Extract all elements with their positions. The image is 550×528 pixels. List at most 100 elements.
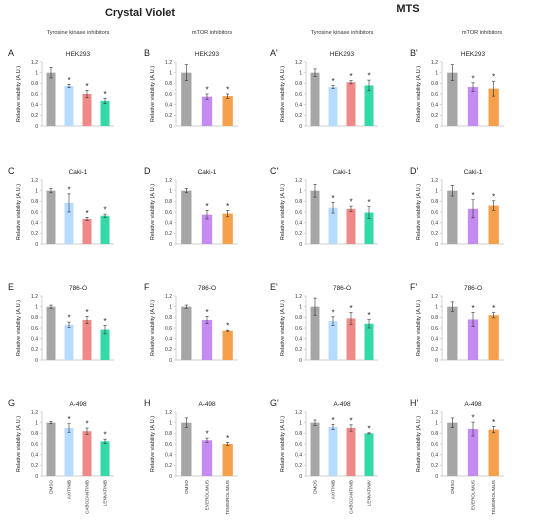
y-tick-label: 0.8 [31, 199, 38, 205]
y-tick-label: 1.2 [431, 410, 438, 416]
y-tick-label: 0.8 [431, 199, 438, 205]
significance-star: * [205, 86, 208, 95]
y-axis-label: Relative viability (A.U.) [280, 184, 286, 240]
y-tick-label: 0.6 [31, 210, 38, 216]
significance-star: * [492, 304, 495, 313]
y-tick-label: 0.6 [295, 442, 302, 448]
bar [46, 422, 56, 476]
bar [46, 190, 56, 244]
y-axis-label: Relative viability (A.U.) [416, 66, 422, 122]
panel-label: B' [410, 48, 418, 58]
y-tick-label: 0 [435, 474, 438, 480]
panel-title: A-498 [69, 401, 87, 408]
bar [488, 429, 499, 476]
y-tick-label: 1 [299, 188, 302, 194]
y-tick-label: 0.4 [431, 220, 438, 226]
mts-header: MTS [396, 3, 419, 15]
y-tick-label: 0.6 [165, 210, 172, 216]
bar [46, 72, 56, 126]
bar [328, 321, 338, 360]
y-tick-label: 0.2 [431, 113, 438, 119]
y-tick-label: 1 [435, 304, 438, 310]
panel-C: C Caki-1 Relative viability (A.U.) 0 0.2 0.4 0… [8, 166, 114, 248]
bar [346, 428, 356, 476]
bar [346, 318, 356, 360]
y-tick-label: 0.4 [295, 336, 302, 342]
panel-label: A' [270, 48, 278, 58]
significance-star: * [471, 74, 474, 83]
category-label: CABOZANTINIB [349, 480, 354, 514]
panel-title: HEK293 [195, 51, 220, 58]
significance-star: * [103, 206, 106, 215]
panel-title: HEK293 [330, 51, 355, 58]
panel-title: HEK293 [66, 51, 91, 58]
panel-title: A-498 [464, 401, 482, 408]
bar [447, 422, 458, 476]
category-label: LENVATINIB [103, 480, 108, 506]
y-tick-label: 1 [299, 304, 302, 310]
bar [310, 190, 320, 244]
y-tick-label: 1.2 [431, 60, 438, 66]
tki-header-left: Tyrosine kinase inhibitors [47, 30, 110, 36]
y-tick-label: 0 [169, 474, 172, 480]
panel-H-prime: H' A-498 Relative viability (A.U.) 0 0.2 0.4 0… [410, 398, 504, 515]
y-tick-label: 0.6 [165, 326, 172, 332]
y-tick-label: 0.4 [295, 102, 302, 108]
significance-star: * [226, 202, 229, 211]
panel-G-prime: G' A-498 Relative viability (A.U.) 0 0.2 0.4 0… [270, 398, 378, 514]
category-label: DMSO [184, 480, 189, 494]
category-label: EVEROLIMUS [471, 480, 476, 510]
y-tick-label: 0.6 [295, 92, 302, 98]
category-label: CABOZANTINIB [85, 480, 90, 514]
bar [346, 82, 356, 126]
y-tick-label: 0.2 [31, 347, 38, 353]
y-tick-label: 0.6 [31, 442, 38, 448]
panel-title: A-498 [333, 401, 351, 408]
bar [364, 323, 374, 360]
y-tick-label: 0.2 [31, 463, 38, 469]
bar [64, 428, 74, 476]
y-tick-label: 0.8 [165, 81, 172, 87]
y-tick-label: 0 [299, 242, 302, 248]
significance-star: * [471, 191, 474, 200]
y-axis-label: Relative viability (A.U.) [150, 66, 156, 122]
y-tick-label: 0.4 [31, 102, 38, 108]
panel-D-prime: D' Caki-1 Relative viability (A.U.) 0 0.2 0.4… [410, 166, 504, 248]
y-tick-label: 0 [435, 358, 438, 364]
y-tick-label: 0.4 [431, 336, 438, 342]
y-tick-label: 0.4 [431, 452, 438, 458]
significance-star: * [331, 416, 334, 425]
y-tick-label: 0.6 [431, 326, 438, 332]
bar [100, 215, 110, 244]
y-tick-label: 0.2 [31, 113, 38, 119]
significance-star: * [367, 424, 370, 433]
panel-label: F [144, 282, 150, 292]
category-label: DMSO [49, 480, 54, 494]
y-tick-label: 0 [35, 358, 38, 364]
panel-title: A-498 [198, 401, 216, 408]
y-tick-label: 1.2 [31, 178, 38, 184]
y-tick-label: 0 [299, 124, 302, 130]
y-tick-label: 0.8 [295, 315, 302, 321]
y-tick-label: 0.6 [431, 210, 438, 216]
y-tick-label: 0.4 [431, 102, 438, 108]
bar [64, 86, 74, 126]
y-tick-label: 1 [435, 188, 438, 194]
y-tick-label: 0.6 [165, 92, 172, 98]
y-tick-label: 0.8 [295, 431, 302, 437]
panel-F: F 786-O Relative viability (A.U.) 0 0.2 0.4 0.… [144, 282, 238, 364]
bar [82, 218, 92, 244]
y-tick-label: 1.2 [295, 410, 302, 416]
significance-star: * [226, 434, 229, 443]
category-label: TEMSIROLIMUS [225, 480, 230, 515]
bar [201, 440, 213, 476]
panel-B-prime: B' HEK293 Relative viability (A.U.) 0 0.2 0.4… [410, 48, 504, 130]
y-tick-label: 0.8 [431, 431, 438, 437]
y-tick-label: 0.2 [295, 463, 302, 469]
significance-star: * [103, 431, 106, 440]
y-tick-label: 0.4 [165, 102, 172, 108]
y-axis-label: Relative viability (A.U.) [150, 416, 156, 472]
panel-label: D [144, 166, 151, 176]
